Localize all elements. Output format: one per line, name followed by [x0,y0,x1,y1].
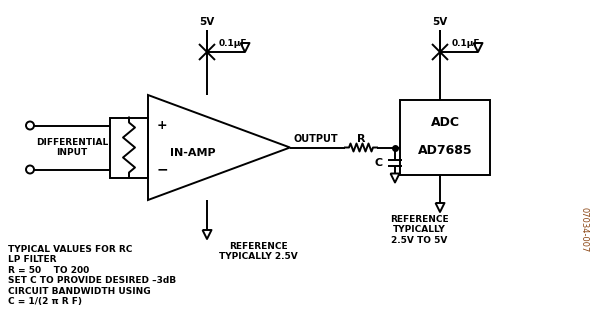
Text: −: − [156,163,168,177]
Text: 07034-007: 07034-007 [579,207,588,253]
Text: TYPICAL VALUES FOR RC
LP FILTER
R = 50    TO 200
SET C TO PROVIDE DESIRED –3dB
C: TYPICAL VALUES FOR RC LP FILTER R = 50 T… [8,245,176,306]
Bar [110,117,148,178]
Text: 0.1μF: 0.1μF [219,39,247,47]
Text: REFERENCE
TYPICALLY 2.5V: REFERENCE TYPICALLY 2.5V [219,242,298,261]
Text: AD7685: AD7685 [418,144,473,157]
Text: C: C [375,158,383,167]
Text: R: R [357,133,365,144]
Text: IN-AMP: IN-AMP [170,147,216,158]
Text: OUTPUT: OUTPUT [294,134,339,145]
Bar [400,100,490,175]
Text: 0.1μF: 0.1μF [452,39,480,47]
Text: ADC: ADC [431,115,460,129]
Text: 5V: 5V [432,17,448,27]
Text: 5V: 5V [199,17,215,27]
Text: +: + [157,119,168,132]
Text: DIFFERENTIAL
INPUT: DIFFERENTIAL INPUT [36,138,108,157]
Text: REFERENCE
TYPICALLY
2.5V TO 5V: REFERENCE TYPICALLY 2.5V TO 5V [390,215,448,245]
